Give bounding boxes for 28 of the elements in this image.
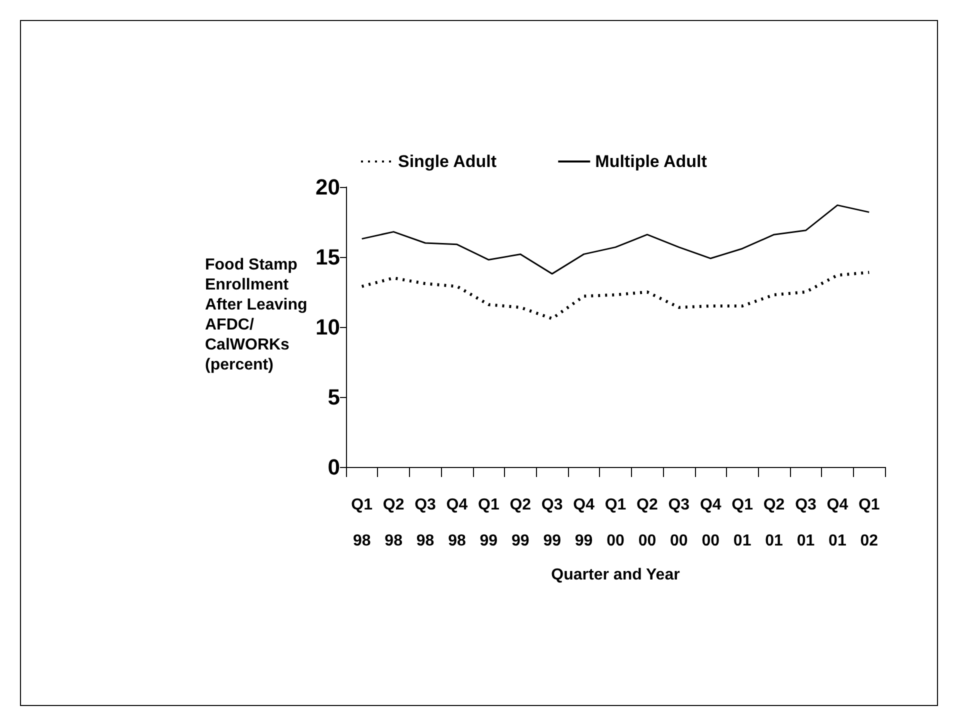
- x-tick-label: Q1 98: [351, 496, 373, 550]
- y-axis-title: Food Stamp Enrollment After Leaving AFDC/ CalWORKs (percent): [205, 256, 312, 374]
- legend-label: Single Adult: [398, 152, 497, 171]
- x-tick-label: Q4 99: [573, 496, 595, 550]
- y-tick-label: 0: [328, 454, 340, 480]
- line-series: [361, 204, 870, 275]
- x-tick-label: Q1 01: [732, 496, 754, 550]
- x-tick-label: Q4 98: [446, 496, 468, 550]
- x-tick-label: Q1 02: [858, 496, 880, 550]
- y-tick-label: 10: [316, 314, 340, 340]
- x-tick-label: Q2 00: [636, 496, 658, 550]
- x-tick-label: Q3 01: [795, 496, 817, 550]
- y-tick-label: 15: [316, 244, 340, 270]
- x-tick-label: Q3 00: [668, 496, 690, 550]
- line-series: [360, 270, 871, 320]
- x-tick-label: Q1 00: [604, 496, 626, 550]
- x-axis-title: Quarter and Year: [551, 566, 680, 584]
- x-tick-label: Q3 98: [414, 496, 436, 550]
- x-tick-label: Q2 01: [763, 496, 785, 550]
- x-tick-label: Q1 99: [478, 496, 500, 550]
- legend-label: Multiple Adult: [595, 152, 708, 171]
- x-tick-label: Q2 99: [510, 496, 532, 550]
- x-tick-label: Q2 98: [382, 496, 404, 550]
- y-tick-label: 20: [316, 174, 340, 200]
- y-tick-label: 5: [328, 384, 340, 410]
- x-tick-label: Q4 00: [700, 496, 722, 550]
- x-tick-label: Q3 99: [541, 496, 563, 550]
- x-tick-label: Q4 01: [826, 496, 848, 550]
